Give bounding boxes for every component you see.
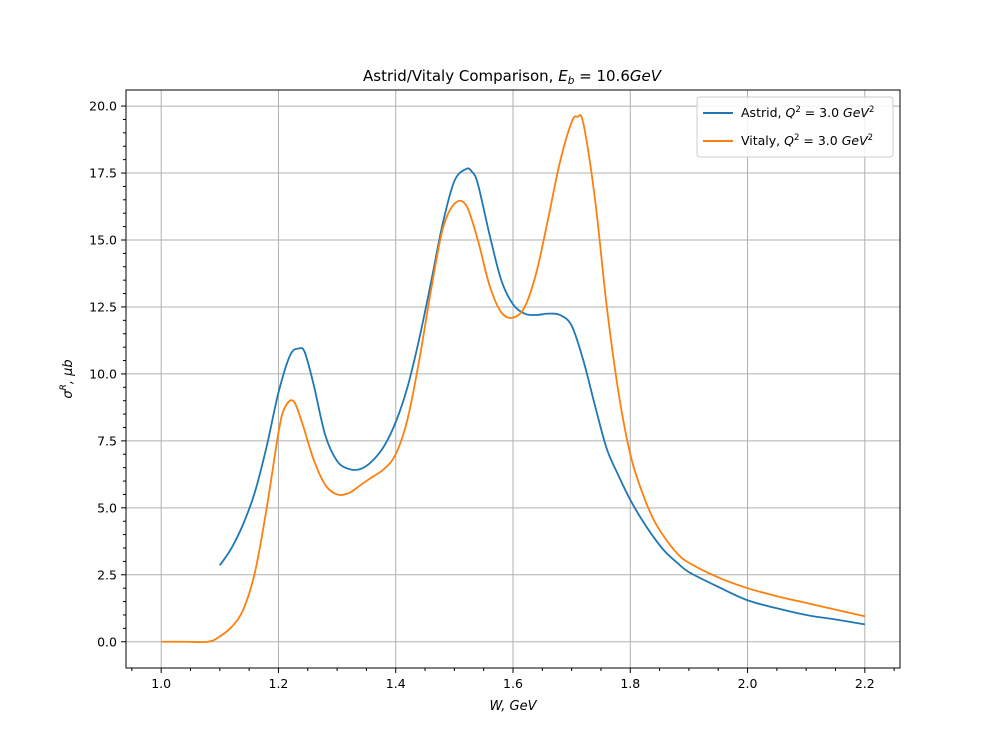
chart-title: Astrid/Vitaly Comparison, Eb = 10.6GeV	[363, 67, 663, 87]
legend-box	[696, 96, 894, 158]
x-tick-label: 1.2	[269, 676, 289, 691]
series-line-vitaly	[161, 114, 866, 644]
y-axis-label-sigma: σ	[61, 390, 76, 399]
y-axis-ticks: 0.0 2.5 5.0 7.5 10.0 12.5 15.0 17.5 20.0	[89, 99, 126, 649]
x-tick-label: 1.4	[386, 676, 406, 691]
grid-lines	[126, 90, 900, 668]
x-tick-label: 2.0	[738, 676, 758, 691]
y-tick-label: 12.5	[89, 299, 117, 314]
y-tick-label: 7.5	[97, 433, 117, 448]
chart-title-rest: = 10.6	[574, 67, 630, 85]
chart-title-sub: b	[568, 75, 575, 87]
y-tick-label: 17.5	[89, 166, 117, 181]
y-tick-label: 20.0	[89, 99, 117, 114]
legend: Astrid, Q2 = 3.0 GeV2 Vitaly, Q2 = 3.0 G…	[696, 96, 894, 158]
chart-title-unit: GeV	[630, 67, 663, 85]
x-tick-label: 1.0	[151, 676, 171, 691]
y-tick-label: 0.0	[97, 634, 117, 649]
series-lines	[161, 114, 866, 644]
y-tick-label: 15.0	[89, 232, 117, 247]
x-tick-label: 1.6	[503, 676, 523, 691]
y-tick-label: 2.5	[97, 567, 117, 582]
y-tick-label: 5.0	[97, 500, 117, 515]
x-tick-label: 2.2	[855, 676, 875, 691]
x-axis-label: W, GeV	[489, 699, 537, 714]
chart-title-prefix: Astrid/Vitaly Comparison,	[363, 67, 558, 85]
y-tick-label: 10.0	[89, 366, 117, 381]
x-tick-label: 1.8	[620, 676, 640, 691]
x-axis-ticks: 1.0 1.2 1.4 1.6 1.8 2.0 2.2	[131, 668, 895, 691]
y-axis-label-rest: , μb	[61, 359, 76, 384]
legend-label-astrid: Astrid, Q2 = 3.0 GeV2	[741, 105, 874, 120]
chart-title-var: E	[558, 67, 568, 85]
legend-label-vitaly: Vitaly, Q2 = 3.0 GeV2	[741, 133, 873, 148]
y-axis-label: σR, μb	[59, 359, 76, 398]
y-axis-label-sup: R	[59, 384, 69, 390]
series-line-astrid	[219, 167, 865, 626]
